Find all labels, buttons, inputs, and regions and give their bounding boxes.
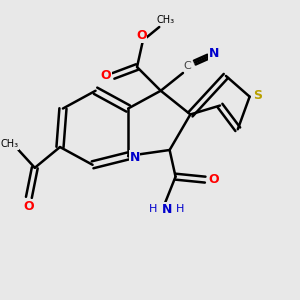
Text: O: O (136, 29, 147, 42)
Text: H: H (149, 204, 158, 214)
Text: N: N (130, 151, 140, 164)
Text: CH₃: CH₃ (1, 139, 19, 149)
Text: C: C (184, 61, 191, 70)
Text: CH₃: CH₃ (156, 15, 174, 25)
Text: O: O (100, 69, 111, 82)
Text: S: S (254, 89, 262, 102)
Text: H: H (176, 204, 184, 214)
Text: O: O (24, 200, 34, 213)
Text: N: N (209, 47, 219, 60)
Text: N: N (161, 203, 172, 216)
Text: O: O (208, 173, 219, 186)
